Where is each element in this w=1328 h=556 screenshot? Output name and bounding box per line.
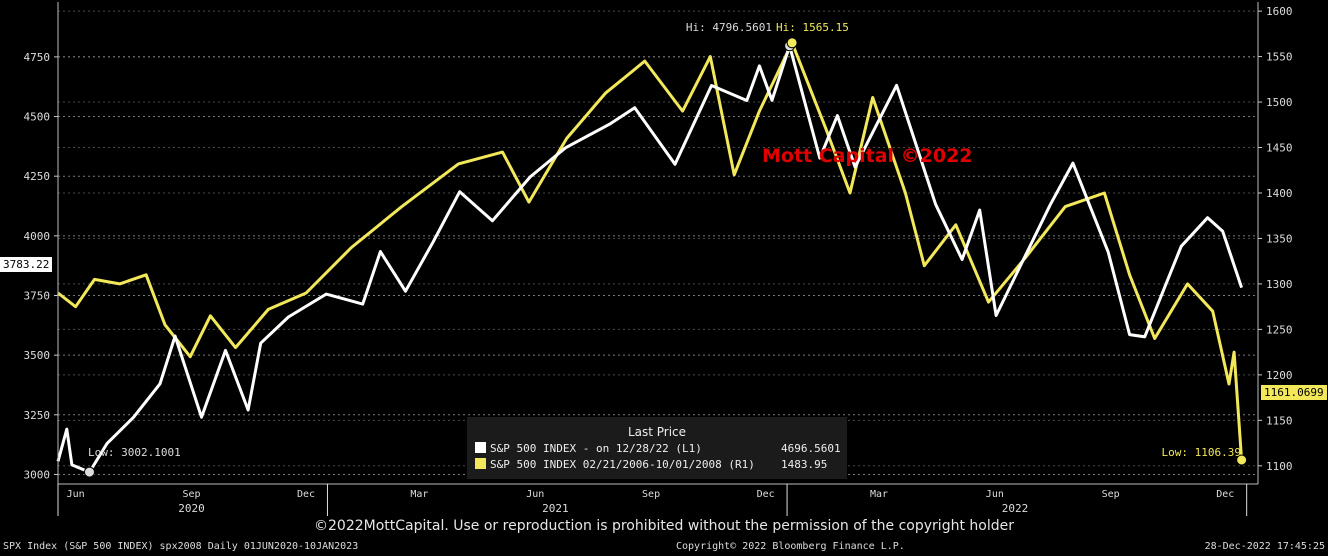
x-month-label: Jun: [67, 489, 85, 500]
y-right-tick-label: 1550: [1266, 51, 1293, 64]
markers-layer: Hi: 4796.5601 Hi: 1565.15 Low: 3002.1001 Lo…: [83, 21, 1248, 478]
x-year-label: 2022: [1002, 502, 1029, 515]
y-right-tick-label: 1450: [1266, 142, 1293, 155]
x-month-label: Sep: [182, 489, 200, 500]
low-marker-left-label: Low: 3002.1001: [88, 446, 181, 459]
x-month-label: Jun: [986, 489, 1004, 500]
footer-center: Copyright© 2022 Bloomberg Finance L.P.: [676, 541, 905, 552]
copyright-notice: ©2022MottCapital. Use or reproduction is…: [314, 518, 1014, 534]
x-month-label: Dec: [757, 489, 775, 500]
legend-value: 4696.5601: [781, 442, 841, 455]
x-month-label: Sep: [1102, 489, 1120, 500]
legend-label: S&P 500 INDEX - on 12/28/22 (L1): [490, 442, 702, 455]
footer-right: 28-Dec-2022 17:45:25: [1204, 541, 1325, 552]
y-right-tick-label: 1100: [1266, 460, 1293, 473]
right-last-price-tag: 1161.0699: [1261, 385, 1327, 400]
y-right-tick-label: 1350: [1266, 232, 1293, 245]
grid-lines: [58, 10, 1258, 475]
y-right-tick-label: 1200: [1266, 369, 1293, 382]
legend-row-left-series: S&P 500 INDEX - on 12/28/22 (L1) 4696.56…: [475, 442, 841, 456]
x-year-label: 2021: [542, 502, 569, 515]
y-left-tick-label: 3000: [24, 468, 51, 481]
x-month-label: Dec: [1216, 489, 1234, 500]
y-left-tick-label: 4750: [24, 51, 51, 64]
legend-row-right-series: S&P 500 INDEX 02/21/2006-10/01/2008 (R1)…: [475, 458, 827, 472]
y-right-tick-label: 1400: [1266, 187, 1293, 200]
legend-box: Last Price S&P 500 INDEX - on 12/28/22 (…: [467, 417, 847, 479]
x-month-label: Sep: [642, 489, 660, 500]
left-last-price-tag: 3783.22: [0, 257, 53, 272]
high-marker-left-label: Hi: 4796.5601: [686, 21, 772, 34]
legend-swatch-white: [475, 442, 486, 453]
axes-layer: [54, 2, 1262, 516]
legend-title: Last Price: [627, 425, 687, 439]
y-right-tick-label: 1500: [1266, 96, 1293, 109]
series-layer: [56, 41, 1244, 474]
y-right-tick-label: 1250: [1266, 323, 1293, 336]
tick-labels: 3000 3250 3500 3750 4000 4250 4500 4750 1100 1150…: [24, 5, 1293, 515]
y-right-tick-label: 1300: [1266, 278, 1293, 291]
series-line-right: [57, 41, 1244, 461]
x-month-label: Jun: [526, 489, 544, 500]
y-right-tick-label: 1600: [1266, 5, 1293, 18]
y-left-tick-label: 4000: [24, 230, 51, 243]
series-line-left: [56, 44, 1244, 474]
y-left-tick-label: 4500: [24, 111, 51, 124]
x-month-label: Dec: [297, 489, 315, 500]
x-month-label: Mar: [410, 489, 428, 500]
high-marker-right-dot: [786, 37, 798, 49]
y-right-tick-label: 1150: [1266, 414, 1293, 427]
x-year-label: 2020: [178, 502, 205, 515]
low-marker-right-label: Low: 1106.39: [1162, 446, 1241, 459]
x-month-label: Mar: [870, 489, 888, 500]
y-left-tick-label: 3250: [24, 409, 51, 422]
legend-swatch-yellow: [475, 458, 486, 469]
watermark: Mott Capital ©2022: [762, 145, 973, 167]
y-left-tick-label: 3750: [24, 289, 51, 302]
legend-value: 1483.95: [781, 458, 828, 471]
y-left-tick-label: 3500: [24, 349, 51, 362]
low-marker-right-dot: [1236, 454, 1248, 466]
y-left-tick-label: 4250: [24, 170, 51, 183]
footer-left: SPX Index (S&P 500 INDEX) spx2008 Daily …: [3, 541, 359, 552]
legend-label: S&P 500 INDEX 02/21/2006-10/01/2008 (R1): [490, 458, 755, 471]
low-marker-left-dot: [83, 466, 95, 478]
high-marker-right-label: Hi: 1565.15: [776, 21, 849, 34]
